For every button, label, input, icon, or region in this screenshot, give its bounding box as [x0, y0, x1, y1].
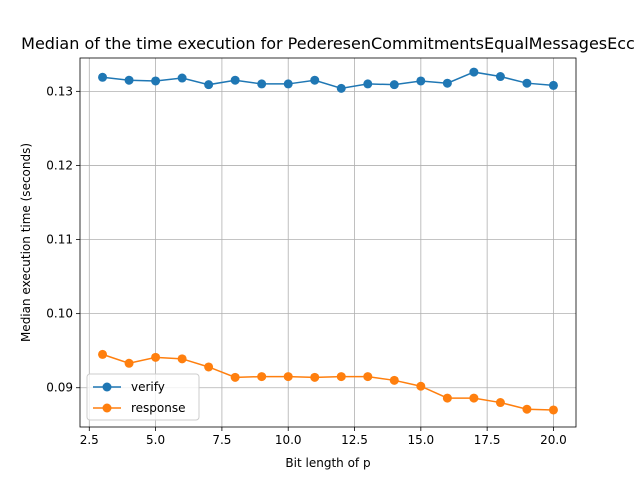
data-point-response	[416, 381, 426, 391]
data-point-response	[389, 375, 399, 385]
chart-title: Median of the time execution for Pederes…	[21, 34, 635, 53]
data-point-verify	[469, 67, 479, 77]
legend: verify response	[86, 373, 200, 421]
plot-frame	[79, 57, 577, 428]
data-point-response	[177, 354, 187, 364]
x-tick-label: 15.0	[407, 433, 434, 447]
data-point-response	[310, 372, 320, 382]
data-point-response	[495, 398, 505, 408]
series-line-verify	[102, 71, 554, 90]
y-tick-label: 0.09	[46, 381, 73, 395]
data-point-verify	[336, 83, 346, 93]
y-tick-label: 0.11	[46, 233, 73, 247]
data-point-response	[363, 372, 373, 382]
data-point-verify	[495, 72, 505, 82]
legend-marker-verify	[102, 382, 112, 392]
y-axis: 0.09 0.10 0.11 0.12 0.13	[46, 84, 80, 395]
data-point-verify	[522, 78, 532, 88]
y-tick-label: 0.12	[46, 158, 73, 172]
data-point-response	[469, 393, 479, 403]
x-tick-label: 10.0	[275, 433, 302, 447]
data-point-verify	[124, 75, 134, 85]
data-point-response	[522, 404, 532, 414]
data-point-verify	[363, 79, 373, 89]
data-point-verify	[548, 80, 558, 90]
x-tick-label: 5.0	[146, 433, 165, 447]
x-tick-label: 12.5	[341, 433, 368, 447]
data-point-response	[204, 362, 214, 372]
data-point-response	[151, 352, 161, 362]
data-point-verify	[257, 79, 267, 89]
x-tick-label: 20.0	[540, 433, 567, 447]
x-tick-label: 2.5	[80, 433, 99, 447]
legend-marker-response	[102, 403, 112, 413]
x-axis: 2.5 5.0 7.5 10.0 12.5 15.0 17.5 20.0	[80, 427, 567, 447]
x-tick-label: 17.5	[474, 433, 501, 447]
y-axis-label: Median execution time (seconds)	[19, 143, 33, 342]
data-point-verify	[283, 79, 293, 89]
data-point-response	[283, 372, 293, 382]
data-point-verify	[310, 75, 320, 85]
data-point-verify	[177, 73, 187, 83]
legend-label-verify: verify	[131, 380, 165, 394]
data-point-response	[548, 405, 558, 415]
data-point-verify	[230, 75, 240, 85]
x-axis-label: Bit length of p	[285, 456, 370, 470]
y-tick-label: 0.13	[46, 84, 73, 98]
data-point-verify	[151, 76, 161, 86]
data-point-response	[124, 358, 134, 368]
data-point-verify	[98, 72, 108, 82]
series-group	[98, 67, 558, 415]
data-point-response	[442, 393, 452, 403]
legend-label-response: response	[131, 401, 186, 415]
data-point-verify	[389, 80, 399, 90]
data-point-response	[336, 372, 346, 382]
data-point-verify	[416, 76, 426, 86]
data-point-verify	[204, 80, 214, 90]
y-tick-label: 0.10	[46, 307, 73, 321]
data-point-response	[257, 372, 267, 382]
data-point-response	[230, 372, 240, 382]
x-tick-label: 7.5	[212, 433, 231, 447]
data-point-response	[98, 349, 108, 359]
data-point-verify	[442, 78, 452, 88]
grid-lines	[80, 58, 576, 427]
